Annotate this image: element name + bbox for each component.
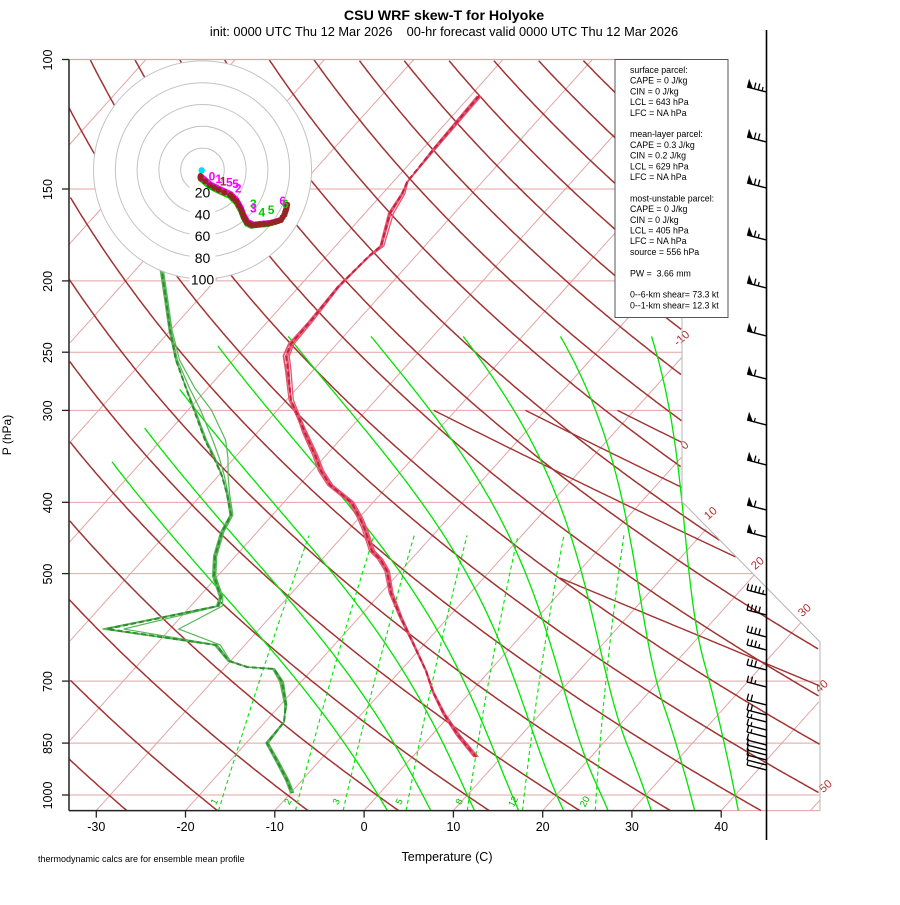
svg-text:200: 200 bbox=[41, 271, 55, 292]
svg-text:40: 40 bbox=[714, 820, 728, 834]
svg-text:150: 150 bbox=[41, 179, 55, 200]
svg-text:LFC = NA hPa: LFC = NA hPa bbox=[630, 108, 687, 118]
svg-text:20: 20 bbox=[578, 795, 593, 810]
svg-text:LFC = NA hPa: LFC = NA hPa bbox=[630, 236, 687, 246]
svg-text:-10: -10 bbox=[266, 820, 284, 834]
svg-text:LCL = 629 hPa: LCL = 629 hPa bbox=[630, 161, 689, 171]
svg-text:CAPE = 0 J/kg: CAPE = 0 J/kg bbox=[630, 76, 688, 86]
svg-text:LCL = 405 hPa: LCL = 405 hPa bbox=[630, 226, 689, 236]
svg-text:mean-layer parcel:: mean-layer parcel: bbox=[630, 129, 703, 139]
svg-text:most-unstable parcel:: most-unstable parcel: bbox=[630, 193, 714, 203]
svg-text:PW = 3.66 mm: PW = 3.66 mm bbox=[630, 268, 691, 278]
svg-text:thermodynamic calcs are for en: thermodynamic calcs are for ensemble mea… bbox=[38, 854, 245, 864]
svg-text:1000: 1000 bbox=[41, 782, 55, 810]
svg-text:40: 40 bbox=[195, 206, 211, 222]
svg-text:5: 5 bbox=[268, 203, 275, 217]
svg-text:20: 20 bbox=[536, 820, 550, 834]
svg-text:5: 5 bbox=[394, 797, 406, 807]
svg-text:6: 6 bbox=[279, 194, 286, 208]
svg-text:CAPE = 0.3 J/kg: CAPE = 0.3 J/kg bbox=[630, 140, 695, 150]
svg-text:LFC = NA hPa: LFC = NA hPa bbox=[630, 172, 687, 182]
svg-text:10: 10 bbox=[446, 820, 460, 834]
svg-text:CIN = 0 J/kg: CIN = 0 J/kg bbox=[630, 215, 679, 225]
svg-text:2: 2 bbox=[282, 797, 294, 807]
svg-text:80: 80 bbox=[195, 250, 211, 266]
svg-text:500: 500 bbox=[41, 564, 55, 585]
svg-text:3: 3 bbox=[250, 197, 257, 211]
svg-text:300: 300 bbox=[41, 400, 55, 421]
svg-text:0: 0 bbox=[197, 171, 204, 185]
svg-text:100: 100 bbox=[191, 272, 215, 288]
svg-text:8: 8 bbox=[454, 797, 466, 807]
svg-text:CAPE = 0 J/kg: CAPE = 0 J/kg bbox=[630, 204, 688, 214]
svg-text:CSU WRF skew-T for Holyoke: CSU WRF skew-T for Holyoke bbox=[344, 8, 544, 24]
svg-text:CIN = 0 J/kg: CIN = 0 J/kg bbox=[630, 86, 679, 96]
svg-text:20: 20 bbox=[195, 185, 211, 201]
svg-text:LCL = 643 hPa: LCL = 643 hPa bbox=[630, 97, 689, 107]
svg-text:5: 5 bbox=[232, 177, 239, 191]
svg-text:CIN = 0.2 J/kg: CIN = 0.2 J/kg bbox=[630, 151, 686, 161]
svg-text:surface parcel:: surface parcel: bbox=[630, 65, 688, 75]
svg-text:0--1-km shear= 12.3 kt: 0--1-km shear= 12.3 kt bbox=[630, 300, 719, 310]
svg-text:850: 850 bbox=[41, 733, 55, 754]
svg-text:source = 556 hPa: source = 556 hPa bbox=[630, 247, 699, 257]
svg-text:0--6-km shear= 73.3 kt: 0--6-km shear= 73.3 kt bbox=[630, 290, 719, 300]
svg-text:-20: -20 bbox=[176, 820, 194, 834]
svg-text:6: 6 bbox=[282, 197, 289, 211]
svg-text:400: 400 bbox=[41, 492, 55, 513]
svg-text:2: 2 bbox=[235, 182, 242, 196]
svg-text:250: 250 bbox=[41, 342, 55, 363]
svg-text:4: 4 bbox=[258, 206, 265, 220]
svg-text:700: 700 bbox=[41, 671, 55, 692]
svg-text:Temperature (C): Temperature (C) bbox=[402, 850, 493, 864]
svg-text:1: 1 bbox=[220, 175, 227, 189]
svg-text:3: 3 bbox=[250, 202, 257, 216]
svg-text:-30: -30 bbox=[87, 820, 105, 834]
svg-text:30: 30 bbox=[625, 820, 639, 834]
svg-text:0: 0 bbox=[361, 820, 368, 834]
svg-text:1: 1 bbox=[209, 797, 221, 807]
svg-text:12: 12 bbox=[506, 795, 521, 810]
svg-text:100: 100 bbox=[41, 50, 55, 71]
svg-text:60: 60 bbox=[195, 228, 211, 244]
svg-text:P (hPa): P (hPa) bbox=[0, 415, 14, 455]
svg-text:1: 1 bbox=[215, 172, 222, 186]
svg-text:5: 5 bbox=[226, 175, 233, 189]
svg-text:init: 0000 UTC Thu 12 Mar 2026: init: 0000 UTC Thu 12 Mar 2026 00-hr for… bbox=[210, 24, 678, 39]
svg-text:3: 3 bbox=[331, 797, 343, 807]
svg-text:0: 0 bbox=[209, 170, 216, 184]
